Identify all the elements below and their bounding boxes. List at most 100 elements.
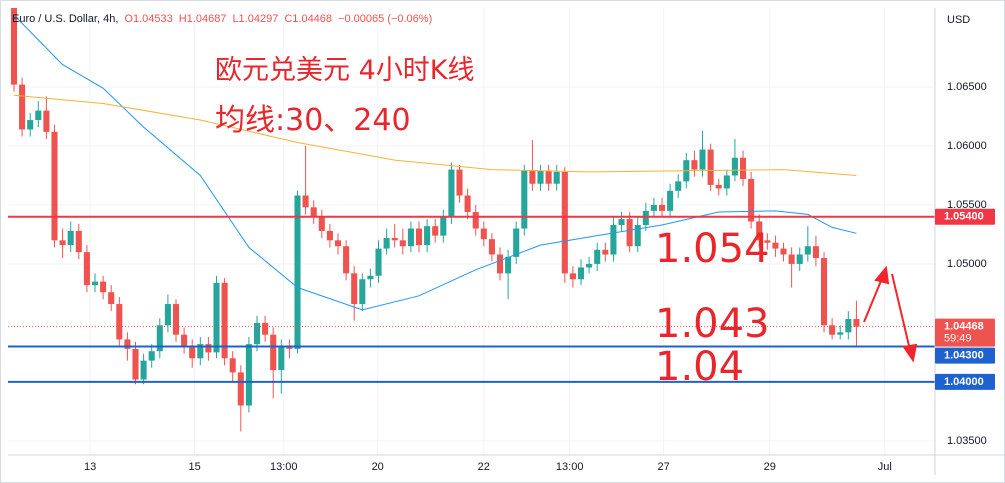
annotation: 1.054	[655, 226, 770, 272]
price-tag-label: 1.05400	[944, 211, 984, 223]
candle-body	[739, 157, 747, 180]
candle-body	[586, 263, 593, 268]
x-tick-label: 13:00	[270, 461, 298, 473]
candle-body	[748, 179, 755, 222]
candle-body	[302, 195, 309, 208]
candle-body	[658, 204, 666, 211]
candle-body	[197, 344, 204, 359]
candle-body	[456, 169, 463, 196]
candle-body	[278, 346, 285, 371]
x-tick-label: Jul	[878, 461, 892, 473]
candle-body	[310, 207, 317, 217]
plot-area	[8, 8, 935, 432]
candle-body	[415, 228, 423, 246]
moving-average-line	[13, 94, 857, 176]
candle-body	[237, 372, 244, 406]
x-tick-label: 22	[478, 461, 490, 473]
countdown-label: 59:49	[944, 333, 972, 345]
annotation: 1.04	[655, 344, 744, 390]
candle-body	[253, 322, 261, 345]
candle-body	[699, 149, 706, 170]
candle-body	[245, 344, 252, 406]
candle-body	[464, 195, 471, 213]
candle-body	[189, 346, 196, 359]
candle-body	[837, 332, 844, 335]
annotation: 欧元兑美元 4小时K线	[215, 55, 474, 86]
candle-body	[326, 230, 333, 241]
candle-body	[181, 334, 188, 347]
candle-body	[100, 281, 107, 293]
x-tick-label: 13:00	[556, 461, 584, 473]
candle-body	[432, 226, 439, 236]
candle-body	[132, 348, 139, 380]
candle-body	[731, 157, 738, 176]
candle-body	[610, 225, 617, 255]
ohlc-value: H1.04687	[178, 13, 227, 25]
candle-body	[707, 149, 714, 185]
candle-body	[156, 325, 163, 352]
candle-body	[229, 358, 236, 373]
arrow	[863, 265, 918, 363]
candle-body	[756, 221, 763, 241]
candle-body	[351, 273, 358, 305]
candle-body	[618, 219, 625, 226]
candle-body	[51, 131, 58, 241]
candle-body	[334, 240, 342, 247]
candle-body	[764, 240, 771, 243]
candle-body	[213, 282, 220, 353]
ohlc-value: C1.04468	[284, 13, 333, 25]
candle-body	[529, 170, 536, 184]
candle-body	[448, 169, 455, 217]
candle-body	[780, 248, 787, 255]
candle-body	[67, 230, 74, 246]
annotation: 均线:30、240	[215, 103, 411, 138]
candle-body	[343, 246, 350, 274]
price-tag-label: 1.04000	[944, 376, 984, 388]
y-axis-label: USD	[947, 14, 970, 26]
candle-body	[675, 181, 682, 191]
candle-body	[577, 267, 585, 280]
candle-body	[262, 322, 269, 335]
candle-body	[642, 210, 649, 226]
candle-body	[472, 212, 479, 229]
candle-body	[521, 170, 528, 229]
price-tag-label: 1.04300	[944, 350, 984, 362]
price-tag-label: 1.04468	[944, 321, 984, 333]
candle-body	[488, 239, 495, 255]
candle-body	[829, 325, 836, 335]
candle-body	[83, 252, 90, 286]
candle-body	[496, 254, 504, 274]
legend-header: Euro / U.S. Dollar, 4h, O1.04533 H1.0468…	[12, 13, 432, 25]
candle-body	[424, 226, 431, 246]
grid	[8, 8, 935, 455]
candle-body	[270, 334, 277, 371]
candle-body	[116, 304, 123, 340]
y-tick-label: 1.05000	[947, 258, 987, 270]
price-tag	[935, 318, 995, 347]
candle-body	[367, 275, 374, 280]
candle-body	[294, 195, 301, 349]
candle-body	[91, 281, 99, 286]
candle-body	[602, 249, 609, 255]
candle-body	[650, 204, 657, 211]
x-tick-label: 27	[658, 461, 670, 473]
candle-body	[845, 319, 852, 333]
candle-body	[715, 184, 722, 189]
candle-body	[318, 216, 325, 231]
price-tag	[935, 373, 995, 390]
x-tick-label: 13	[84, 461, 96, 473]
candle-body	[399, 240, 406, 247]
candle-body	[796, 254, 803, 264]
y-tick-label: 1.05500	[947, 199, 987, 211]
candle-body	[124, 339, 131, 349]
candle-body	[626, 219, 633, 247]
candle-body	[788, 254, 795, 264]
candle-body	[108, 292, 115, 305]
candle-body	[772, 242, 779, 249]
candle-body	[553, 171, 560, 184]
candle-body	[853, 319, 860, 327]
x-tick-label: 15	[189, 461, 201, 473]
